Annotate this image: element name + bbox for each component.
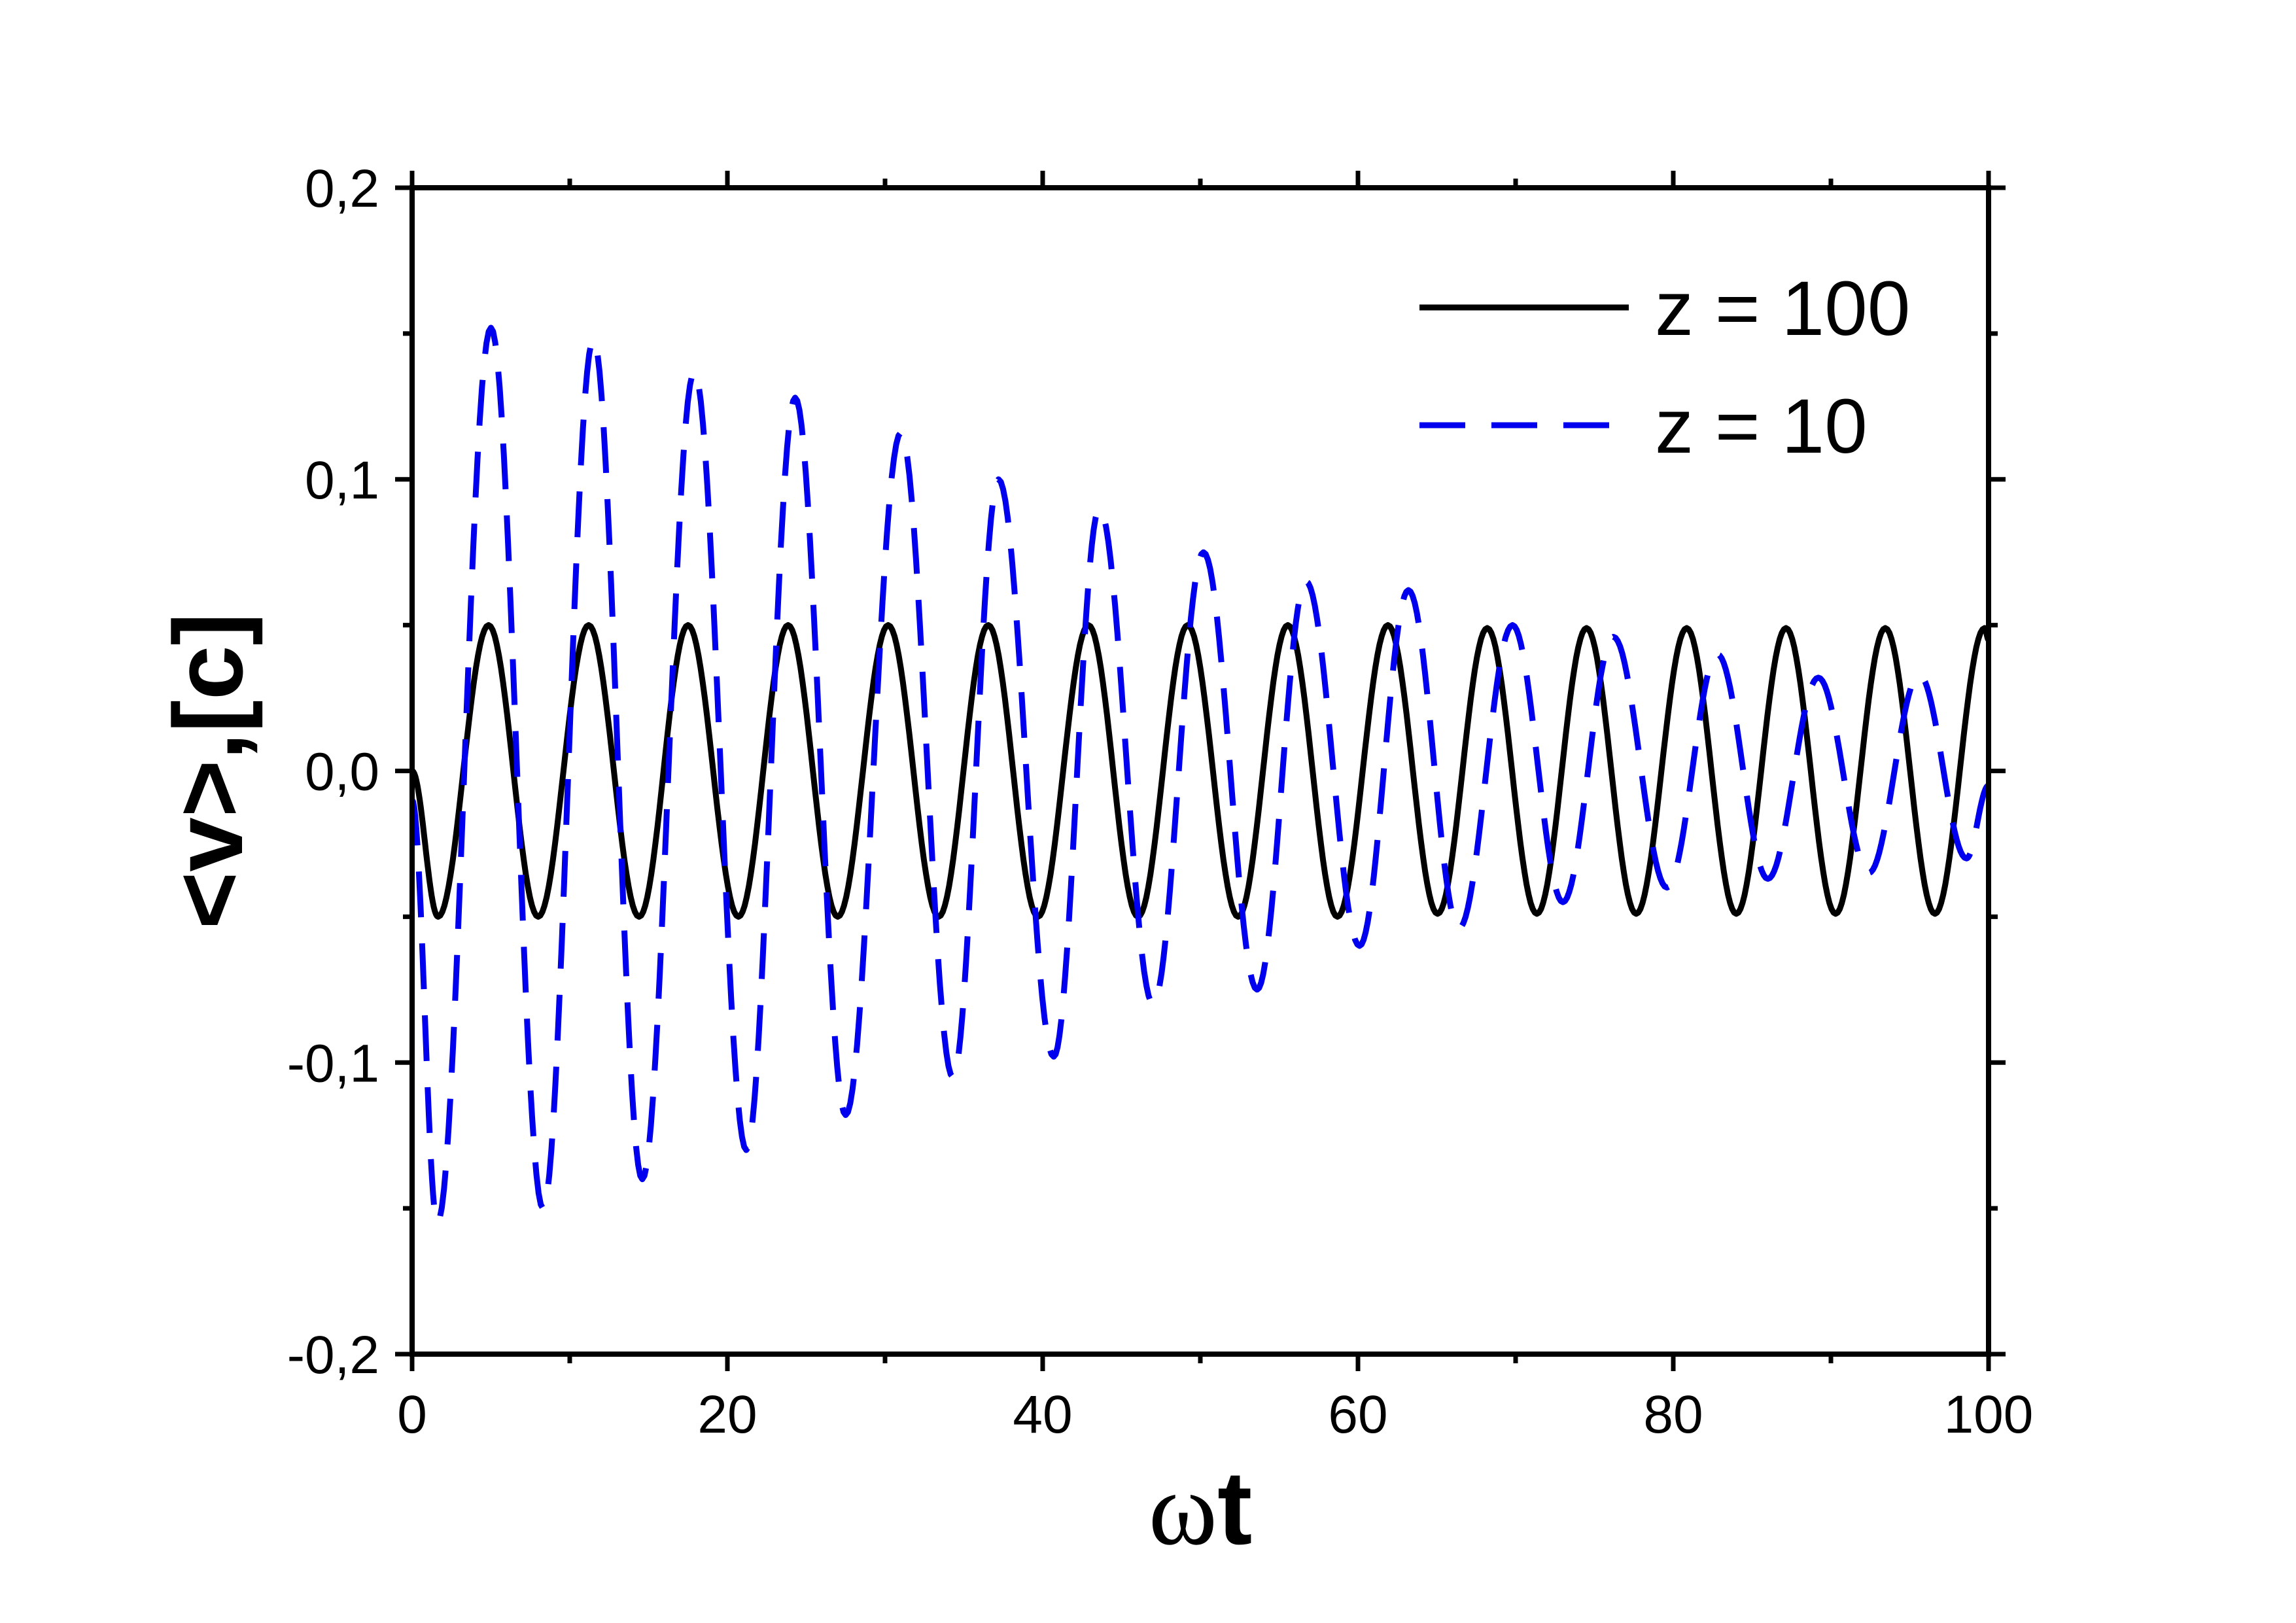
x-axis-label-omega: ω [1149,1450,1217,1567]
y-tick-label: 0,0 [305,742,379,802]
y-axis-label: <v>,[c] [153,613,263,930]
x-tick-label: 20 [697,1385,757,1444]
y-tick-label: 0,1 [305,451,379,510]
series-line-z10 [412,324,1989,1226]
x-tick-label: 60 [1328,1385,1387,1444]
series-line-z100 [412,622,1989,920]
axis-ticks [395,171,2006,1371]
x-axis-label-t: t [1217,1449,1252,1566]
legend: z = 100 z = 10 [1419,266,1910,470]
x-tick-label: 80 [1643,1385,1703,1444]
x-tick-label: 100 [1944,1385,2034,1444]
y-tick-label: -0,2 [287,1325,379,1385]
legend-label-z10: z = 10 [1655,383,1868,470]
x-tick-label: 40 [1013,1385,1072,1444]
x-axis-label: ωt [1149,1449,1253,1567]
axis-tick-labels: 0 20 40 60 80 100 -0,2 -0,1 0,0 0,1 0,2 [287,159,2034,1444]
y-tick-label: 0,2 [305,159,379,218]
legend-label-z100: z = 100 [1655,266,1910,352]
plot-area [412,324,1989,1226]
y-tick-label: -0,1 [287,1034,379,1093]
x-tick-label: 0 [397,1385,427,1444]
